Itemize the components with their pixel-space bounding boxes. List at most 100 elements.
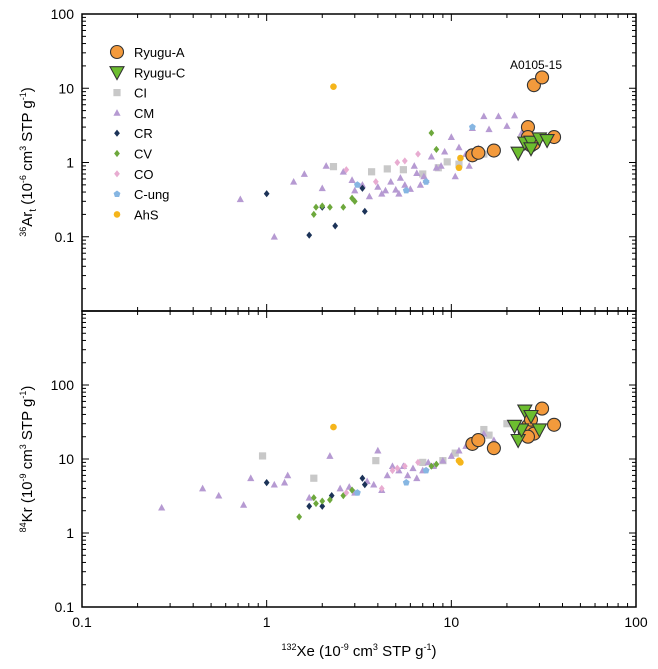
x-tick-label: 100 bbox=[624, 614, 648, 630]
data-point-cm bbox=[441, 147, 449, 155]
data-point-co bbox=[372, 178, 379, 186]
data-point-cm bbox=[348, 176, 356, 183]
y-axis-label-top: 36Art (10-6 cm3 STP g-1) bbox=[18, 87, 39, 236]
data-point-ci bbox=[451, 449, 459, 457]
data-point-cr bbox=[361, 207, 368, 215]
data-point-cm bbox=[409, 464, 417, 472]
data-point-cv bbox=[351, 197, 358, 205]
data-point-ryugu-a bbox=[486, 441, 501, 456]
data-point-ci bbox=[485, 431, 493, 439]
y-tick-label: 0.1 bbox=[55, 229, 75, 245]
data-point-cm bbox=[381, 186, 390, 194]
data-point-c-ung bbox=[353, 181, 361, 188]
data-point-co bbox=[378, 484, 385, 493]
data-point-cm bbox=[290, 177, 298, 185]
data-point-cm bbox=[396, 174, 405, 181]
data-point-co bbox=[343, 166, 350, 174]
data-point-c-ung bbox=[402, 186, 410, 194]
data-point-cm bbox=[158, 503, 166, 511]
x-tick-label: 1 bbox=[263, 614, 271, 630]
data-point-cr bbox=[332, 222, 339, 230]
data-point-cv bbox=[340, 203, 347, 211]
data-point-cm bbox=[339, 167, 347, 175]
data-point-ryugu-a bbox=[547, 417, 562, 432]
data-point-ryugu-c bbox=[539, 133, 556, 149]
data-point-cv bbox=[310, 210, 317, 218]
legend-label: AhS bbox=[134, 207, 159, 222]
data-point-cv bbox=[319, 202, 326, 210]
legend-item-cm: CM bbox=[113, 106, 154, 121]
data-point-cm bbox=[199, 484, 207, 492]
data-point-cv bbox=[313, 499, 319, 508]
data-point-cm bbox=[378, 189, 386, 197]
data-point-cm bbox=[427, 152, 436, 160]
data-point-cv bbox=[327, 496, 333, 504]
data-point-cm bbox=[439, 456, 447, 464]
y-tick-label: 0.1 bbox=[55, 599, 75, 615]
data-point-cr bbox=[306, 502, 313, 510]
data-point-ci bbox=[480, 425, 488, 434]
data-point-cm bbox=[485, 125, 493, 133]
data-point-ahs bbox=[330, 83, 337, 90]
data-point-cm bbox=[395, 189, 403, 197]
data-point-cr bbox=[306, 231, 313, 239]
data-point-ryugu-c bbox=[523, 409, 539, 425]
data-point-cm bbox=[447, 452, 455, 459]
data-point-ci bbox=[367, 168, 376, 176]
data-point-cm bbox=[451, 172, 459, 180]
data-point-co bbox=[415, 150, 421, 158]
y-axis-ticks-bottom bbox=[82, 313, 636, 608]
data-point-cm bbox=[236, 195, 244, 203]
legend-item-ahs: AhS bbox=[113, 207, 159, 222]
data-points-bottom bbox=[158, 401, 562, 521]
data-point-cv bbox=[433, 460, 440, 468]
legend-label: C-ung bbox=[134, 187, 169, 202]
data-point-cm bbox=[401, 181, 409, 188]
data-point-ahs bbox=[457, 154, 464, 162]
data-point-cm bbox=[239, 501, 248, 508]
data-point-ci bbox=[310, 474, 318, 482]
legend-label: Ryugu-C bbox=[134, 65, 185, 80]
data-point-cm bbox=[455, 446, 463, 454]
data-point-ryugu-a bbox=[535, 401, 550, 416]
legend-label: Ryugu-A bbox=[134, 45, 185, 60]
data-point-ci bbox=[419, 458, 427, 466]
y-tick-label: 1 bbox=[66, 525, 74, 541]
data-point-cm bbox=[404, 471, 412, 479]
x-axis-ticks bbox=[81, 14, 637, 607]
data-point-c-ung bbox=[422, 466, 430, 474]
data-point-cm bbox=[447, 133, 455, 140]
data-point-cm bbox=[322, 162, 330, 169]
legend-marker-c-ung bbox=[113, 190, 121, 198]
data-point-cm bbox=[494, 112, 503, 120]
data-point-cm bbox=[280, 478, 289, 486]
legend-item-ci: CI bbox=[113, 86, 147, 101]
data-point-cm bbox=[270, 232, 278, 240]
y-tick-labels-top: 0.1 1 10 100 bbox=[51, 6, 75, 245]
y-tick-label: 10 bbox=[58, 451, 74, 467]
panel-84kr-vs-132xe: 0.1 1 10 100 84Kr (10-9 cm3 STP g-1) bbox=[18, 310, 637, 615]
data-point-cm bbox=[374, 183, 382, 190]
data-point-cm bbox=[300, 170, 308, 177]
data-point-ryugu-a bbox=[535, 70, 550, 85]
data-point-cm bbox=[370, 480, 378, 488]
data-point-ryugu-c bbox=[506, 419, 523, 435]
data-point-ryugu-a bbox=[471, 145, 486, 160]
data-point-cm bbox=[432, 163, 440, 171]
data-point-ryugu-c bbox=[510, 146, 527, 162]
data-point-cm bbox=[358, 181, 367, 188]
data-point-cr bbox=[263, 478, 270, 487]
data-point-cv bbox=[433, 145, 440, 154]
plot-frame-top bbox=[81, 13, 637, 312]
legend-marker-ryugu-a bbox=[109, 44, 125, 60]
data-point-c-ung bbox=[353, 489, 361, 496]
data-point-cr bbox=[319, 502, 326, 510]
legend-marker-cm bbox=[113, 109, 121, 116]
data-point-ahs bbox=[457, 459, 464, 466]
legend-item-c-ung: C-ung bbox=[113, 187, 169, 202]
data-point-co bbox=[401, 462, 408, 470]
data-point-co bbox=[415, 458, 421, 466]
data-point-ryugu-a bbox=[471, 433, 486, 448]
data-point-cm bbox=[326, 452, 334, 459]
data-point-ci bbox=[258, 452, 267, 460]
